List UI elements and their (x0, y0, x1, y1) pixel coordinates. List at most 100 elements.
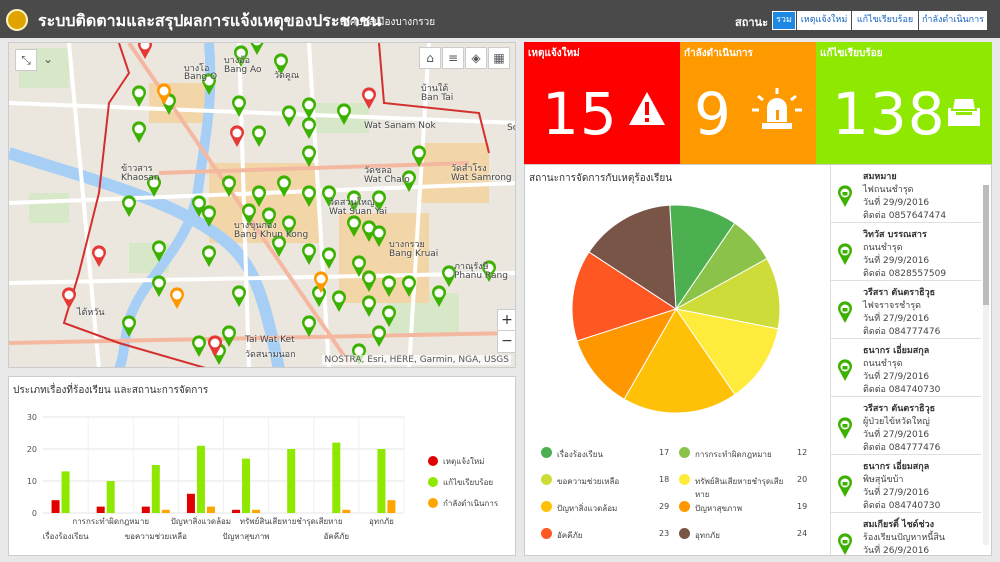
green-marker-icon[interactable] (442, 265, 456, 287)
red-marker-icon[interactable] (92, 245, 106, 267)
select-tool-icon[interactable]: ⤡ (15, 49, 37, 71)
pie-slice-4[interactable] (623, 308, 736, 414)
green-marker-icon[interactable] (372, 225, 386, 247)
bar-6-2[interactable] (342, 509, 351, 513)
filter-resolved-button[interactable]: แก้ไขเรียบร้อย (852, 11, 918, 30)
green-marker-icon[interactable] (277, 175, 291, 197)
green-marker-icon[interactable] (232, 285, 246, 307)
green-marker-icon[interactable] (337, 103, 351, 125)
list-item[interactable]: ธนากร เอี่ยมสกุล พิษสุนัขบ้า วันที่ 27/9/2… (831, 455, 981, 513)
green-marker-icon[interactable] (202, 205, 216, 227)
green-marker-icon[interactable] (302, 145, 316, 167)
bar-5-1[interactable] (287, 449, 296, 513)
green-marker-icon[interactable] (282, 215, 296, 237)
bar-7-1[interactable] (377, 449, 386, 513)
green-marker-icon[interactable] (302, 315, 316, 337)
green-marker-icon[interactable] (372, 325, 386, 347)
list-item[interactable]: สมหมาย ไฟถนนชำรุด วันที่ 29/9/2016 ติดต่อ 0… (831, 165, 981, 223)
orange-marker-icon[interactable] (314, 271, 328, 293)
filter-all-button[interactable]: รวม (772, 11, 796, 30)
kpi-resolved[interactable]: แก้ไขเรียบร้อย 138 (816, 42, 992, 164)
bar-2-1[interactable] (151, 465, 160, 513)
bar-2-2[interactable] (161, 509, 170, 513)
green-marker-icon[interactable] (232, 95, 246, 117)
red-marker-icon[interactable] (208, 335, 222, 357)
red-marker-icon[interactable] (62, 287, 76, 309)
zoom-in-button[interactable]: + (498, 310, 515, 331)
green-marker-icon[interactable] (382, 275, 396, 297)
bar-4-0[interactable] (232, 509, 241, 513)
red-marker-icon[interactable] (138, 43, 152, 59)
green-marker-icon[interactable] (202, 73, 216, 95)
green-marker-icon[interactable] (347, 190, 361, 212)
bar-0-1[interactable] (61, 471, 70, 513)
green-marker-icon[interactable] (402, 275, 416, 297)
pie-slice-6[interactable] (571, 251, 678, 342)
pie-slice-7[interactable] (588, 204, 677, 310)
green-marker-icon[interactable] (122, 195, 136, 217)
green-marker-icon[interactable] (322, 247, 336, 269)
green-marker-icon[interactable] (222, 175, 236, 197)
list-item[interactable]: วรีสรา ตันตราธิวุธ ไฟจราจรชำรุด วันที่ 27/… (831, 281, 981, 339)
green-marker-icon[interactable] (372, 190, 386, 212)
pie-slice-2[interactable] (674, 257, 781, 330)
green-marker-icon[interactable] (322, 185, 336, 207)
green-marker-icon[interactable] (347, 215, 361, 237)
green-marker-icon[interactable] (432, 285, 446, 307)
green-marker-icon[interactable] (262, 207, 276, 229)
green-marker-icon[interactable] (234, 45, 248, 67)
bar-4-2[interactable] (252, 509, 261, 513)
green-marker-icon[interactable] (222, 325, 236, 347)
green-marker-icon[interactable] (362, 220, 376, 242)
map-canvas[interactable] (9, 43, 516, 368)
green-marker-icon[interactable] (132, 85, 146, 107)
green-marker-icon[interactable] (252, 185, 266, 207)
green-marker-icon[interactable] (272, 235, 286, 257)
incident-map[interactable]: บางโอ Bang O บางอ้อ Bang Ao วัดคูณ บ้านใ… (8, 42, 516, 368)
filter-new-button[interactable]: เหตุแจ้งใหม่ (797, 11, 851, 30)
green-marker-icon[interactable] (332, 290, 346, 312)
filter-inprogress-button[interactable]: กำลังดำเนินการ (919, 11, 987, 30)
green-marker-icon[interactable] (402, 170, 416, 192)
green-marker-icon[interactable] (302, 97, 316, 119)
green-marker-icon[interactable] (412, 145, 426, 167)
bar-2-0[interactable] (141, 506, 150, 513)
zoom-out-button[interactable]: − (501, 333, 513, 349)
green-marker-icon[interactable] (352, 343, 366, 365)
list-item[interactable]: วรีสรา ตันตราธิวุธ ผู้ป่วยไข้หวัดใหญ่ วันท… (831, 397, 981, 455)
kpi-inprogress[interactable]: กำลังดำเนินการ 9 (680, 42, 816, 164)
bar-0-0[interactable] (51, 500, 60, 513)
pie-slice-3[interactable] (674, 308, 779, 396)
home-icon[interactable]: ⌂ (419, 47, 441, 69)
green-marker-icon[interactable] (302, 185, 316, 207)
list-scrollbar[interactable] (983, 185, 989, 545)
bar-1-0[interactable] (96, 506, 105, 513)
bar-4-1[interactable] (242, 458, 251, 513)
list-item[interactable]: ธนากร เอี่ยมสกุล ถนนชำรุด วันที่ 27/9/2016… (831, 339, 981, 397)
green-marker-icon[interactable] (362, 295, 376, 317)
green-marker-icon[interactable] (362, 270, 376, 292)
green-marker-icon[interactable] (482, 260, 496, 282)
basemap-gallery-icon[interactable]: ▦ (488, 47, 510, 69)
bar-3-1[interactable] (196, 445, 205, 513)
green-marker-icon[interactable] (202, 245, 216, 267)
layers-icon[interactable]: ◈ (465, 47, 487, 69)
pie-slice-0[interactable] (669, 204, 736, 311)
red-marker-icon[interactable] (362, 87, 376, 109)
green-marker-icon[interactable] (282, 105, 296, 127)
chevron-down-icon[interactable]: ⌄ (42, 52, 54, 66)
green-marker-icon[interactable] (252, 125, 266, 147)
green-marker-icon[interactable] (382, 305, 396, 327)
green-marker-icon[interactable] (122, 315, 136, 337)
orange-marker-icon[interactable] (170, 287, 184, 309)
green-marker-icon[interactable] (352, 255, 366, 277)
green-marker-icon[interactable] (302, 243, 316, 265)
green-marker-icon[interactable] (192, 335, 206, 357)
bar-1-1[interactable] (106, 481, 115, 513)
list-item[interactable]: วิทวัส บรรณสาร ถนนชำรุด วันที่ 29/9/2016 ติ… (831, 223, 981, 281)
green-marker-icon[interactable] (242, 203, 256, 225)
green-marker-icon[interactable] (147, 175, 161, 197)
red-marker-icon[interactable] (230, 125, 244, 147)
pie-slice-5[interactable] (576, 308, 678, 400)
list-icon[interactable]: ≡ (442, 47, 464, 69)
